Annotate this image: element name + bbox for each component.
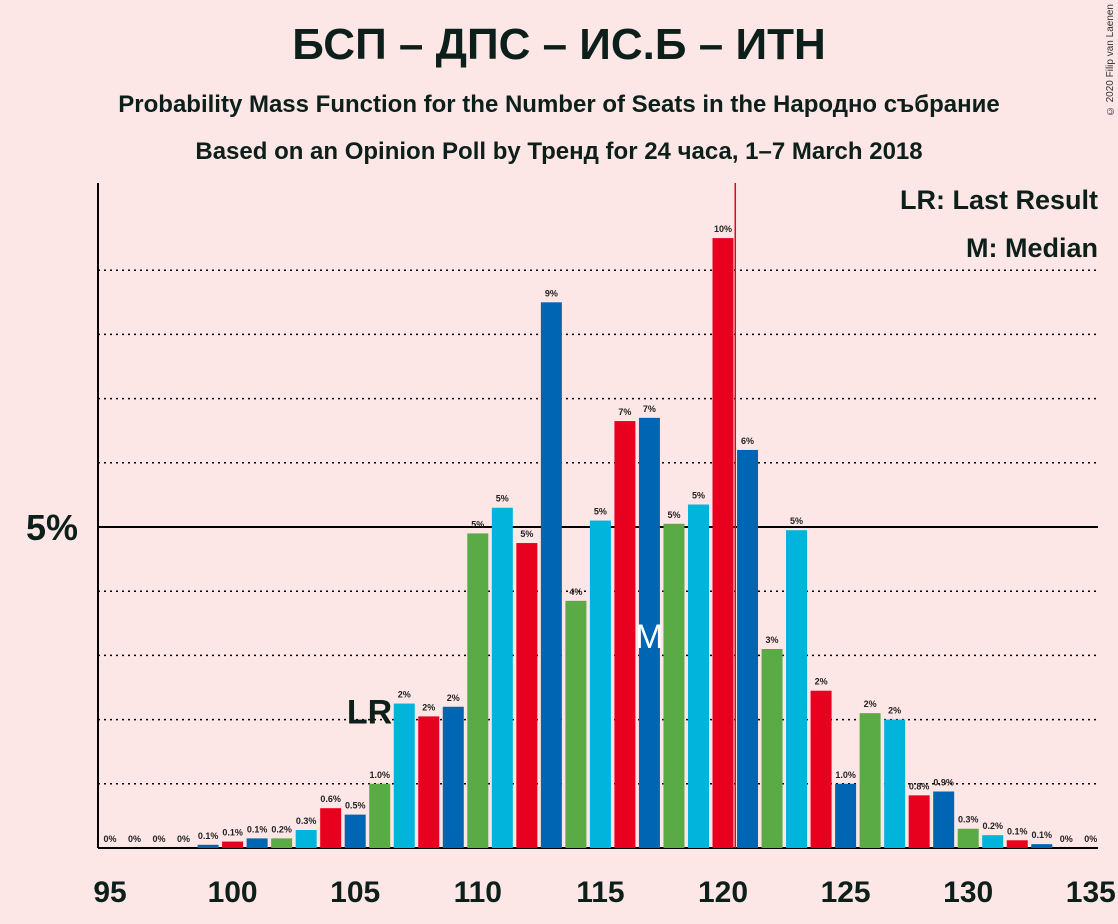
data-label-125: 1.0% <box>835 770 856 780</box>
data-label-103: 0.3% <box>296 816 317 826</box>
bar-123 <box>786 530 808 848</box>
data-label-133: 0.1% <box>1032 830 1053 840</box>
legend-last-result: LR: Last Result <box>900 185 1098 215</box>
data-label-109: 2% <box>447 693 460 703</box>
bar-113 <box>540 302 562 848</box>
bar-118 <box>663 523 685 848</box>
data-label-114: 4% <box>569 587 582 597</box>
data-label-106: 1.0% <box>369 770 390 780</box>
data-label-127: 2% <box>888 706 901 716</box>
data-label-97: 0% <box>153 834 166 844</box>
bar-103 <box>295 830 317 848</box>
x-tick-label: 125 <box>821 876 871 909</box>
data-label-134: 0% <box>1060 834 1073 844</box>
x-tick-label: 110 <box>454 876 502 909</box>
data-label-123: 5% <box>790 516 803 526</box>
x-tick-label: 95 <box>93 876 126 909</box>
data-label-121: 6% <box>741 436 754 446</box>
median-label: M <box>635 618 663 656</box>
bar-99 <box>197 844 219 848</box>
data-label-135: 0% <box>1084 834 1097 844</box>
x-tick-label: 120 <box>698 876 748 909</box>
bar-127 <box>884 719 906 848</box>
data-label-107: 2% <box>398 690 411 700</box>
data-label-124: 2% <box>815 677 828 687</box>
data-label-95: 0% <box>103 834 116 844</box>
bar-109 <box>442 706 464 848</box>
data-label-115: 5% <box>594 507 607 517</box>
bar-130 <box>957 828 979 848</box>
data-label-128: 0.8% <box>909 781 930 791</box>
y-tick-label: 5% <box>26 507 78 548</box>
x-tick-label: 135 <box>1066 876 1116 909</box>
bar-110 <box>467 533 489 848</box>
data-label-132: 0.1% <box>1007 826 1028 836</box>
data-label-130: 0.3% <box>958 815 979 825</box>
bar-102 <box>271 838 293 848</box>
bar-131 <box>982 835 1004 848</box>
bar-120 <box>712 238 734 849</box>
data-label-118: 5% <box>667 510 680 520</box>
x-tick-label: 130 <box>943 876 993 909</box>
bar-124 <box>810 690 832 848</box>
bar-114 <box>565 600 587 848</box>
x-tick-label: 100 <box>208 876 258 909</box>
bar-115 <box>589 520 611 848</box>
data-label-120: 10% <box>714 224 732 234</box>
bar-126 <box>859 713 881 848</box>
bar-108 <box>418 716 440 848</box>
data-label-131: 0.2% <box>982 821 1003 831</box>
data-label-110: 5% <box>471 519 484 529</box>
data-label-113: 9% <box>545 288 558 298</box>
bar-101 <box>246 838 268 848</box>
data-label-99: 0.1% <box>198 831 219 841</box>
bar-116 <box>614 421 636 848</box>
data-label-98: 0% <box>177 834 190 844</box>
bar-129 <box>933 791 955 848</box>
bar-132 <box>1006 840 1028 848</box>
x-tick-label: 115 <box>576 876 624 909</box>
data-label-105: 0.5% <box>345 801 366 811</box>
data-label-100: 0.1% <box>222 828 243 838</box>
chart-subtitle: Probability Mass Function for the Number… <box>118 91 1000 118</box>
data-label-122: 3% <box>766 635 779 645</box>
data-label-108: 2% <box>422 702 435 712</box>
bar-128 <box>908 795 930 848</box>
data-label-102: 0.2% <box>271 824 292 834</box>
x-tick-label: 105 <box>330 876 380 909</box>
bar-112 <box>516 543 538 848</box>
bar-133 <box>1031 844 1053 848</box>
data-label-111: 5% <box>496 494 509 504</box>
chart-title: БСП – ДПС – ИС.Б – ИТН <box>292 20 826 69</box>
bar-111 <box>491 507 513 848</box>
data-label-117: 7% <box>643 404 656 414</box>
legend-median: M: Median <box>966 233 1098 263</box>
bar-125 <box>835 783 857 848</box>
chart-subtitle-2: Based on an Opinion Poll by Тренд for 24… <box>195 138 923 165</box>
last-result-label: LR <box>347 694 392 732</box>
data-label-129: 0.9% <box>933 778 954 788</box>
data-label-126: 2% <box>864 699 877 709</box>
data-label-101: 0.1% <box>247 824 268 834</box>
data-label-104: 0.6% <box>320 794 341 804</box>
data-label-96: 0% <box>128 834 141 844</box>
bar-100 <box>222 841 244 848</box>
bar-104 <box>320 808 342 848</box>
bar-122 <box>761 648 783 848</box>
data-label-119: 5% <box>692 491 705 501</box>
data-label-116: 7% <box>618 407 631 417</box>
bar-119 <box>687 504 709 848</box>
bar-117 <box>638 417 660 848</box>
bar-105 <box>344 814 366 848</box>
bar-106 <box>369 783 391 848</box>
bar-121 <box>737 449 759 848</box>
data-label-112: 5% <box>520 529 533 539</box>
bar-107 <box>393 703 415 848</box>
